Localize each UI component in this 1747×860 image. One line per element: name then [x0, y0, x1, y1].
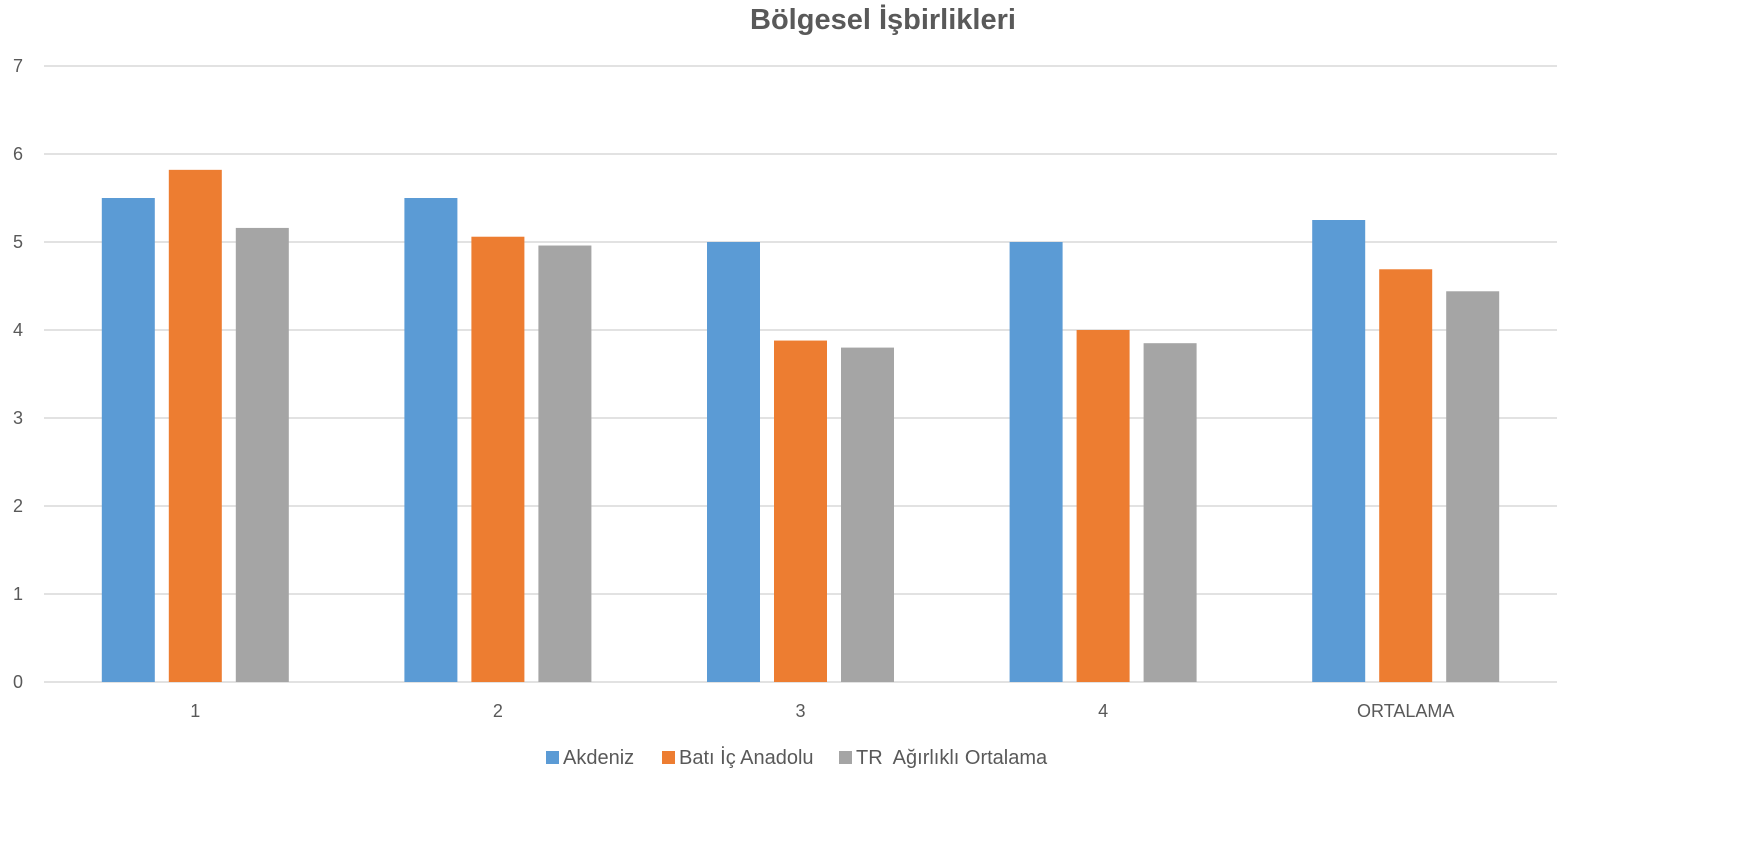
legend-item: Batı İç Anadolu	[662, 746, 814, 769]
legend-swatch	[839, 751, 852, 764]
chart-title: Bölgesel İşbirlikleri	[750, 4, 1016, 36]
legend-label: Batı İç Anadolu	[679, 746, 814, 769]
x-axis-ticks: 1 2 3 4 ORTALAMA	[190, 701, 1454, 721]
y-tick-label: 1	[13, 584, 23, 604]
legend-swatch	[546, 751, 559, 764]
legend-label: Akdeniz	[563, 747, 634, 769]
bar-bati-ic-anadolu	[1379, 269, 1433, 682]
y-tick-label: 2	[13, 496, 23, 516]
y-tick-label: 3	[13, 408, 23, 428]
y-tick-label: 4	[13, 320, 23, 340]
x-tick-label: 1	[190, 701, 200, 721]
legend-label: TR Ağırlıklı Ortalama	[856, 747, 1048, 769]
bar-bati-ic-anadolu	[168, 169, 222, 683]
y-tick-label: 7	[13, 56, 23, 76]
y-tick-label: 5	[13, 232, 23, 252]
bar-akdeniz	[1009, 242, 1063, 682]
bar-akdeniz	[404, 198, 458, 682]
x-tick-label: ORTALAMA	[1357, 701, 1454, 721]
y-tick-label: 0	[13, 672, 23, 692]
bar-bati-ic-anadolu	[774, 340, 827, 682]
x-tick-label: 2	[493, 701, 503, 721]
bar-tr-agirlikli-ortalama	[538, 245, 592, 682]
bar-bati-ic-anadolu	[1076, 330, 1130, 682]
legend: Akdeniz Batı İç Anadolu TR Ağırlıklı Ortal…	[546, 746, 1048, 769]
legend-item: TR Ağırlıklı Ortalama	[839, 747, 1048, 769]
bar-tr-agirlikli-ortalama	[1143, 343, 1197, 682]
x-tick-label: 4	[1098, 701, 1108, 721]
bar-tr-agirlikli-ortalama	[1446, 291, 1500, 682]
y-axis-ticks: 0 1 2 3 4 5 6 7	[13, 56, 23, 692]
y-tick-label: 6	[13, 144, 23, 164]
bar-bati-ic-anadolu	[471, 236, 525, 682]
bar-akdeniz	[101, 198, 155, 682]
legend-item: Akdeniz	[546, 747, 634, 769]
bars	[101, 169, 1500, 683]
bar-tr-agirlikli-ortalama	[841, 347, 894, 682]
bar-akdeniz	[1312, 220, 1366, 682]
x-tick-label: 3	[795, 701, 805, 721]
legend-swatch	[662, 751, 675, 764]
bar-akdeniz	[707, 242, 760, 682]
bar-tr-agirlikli-ortalama	[235, 227, 289, 683]
